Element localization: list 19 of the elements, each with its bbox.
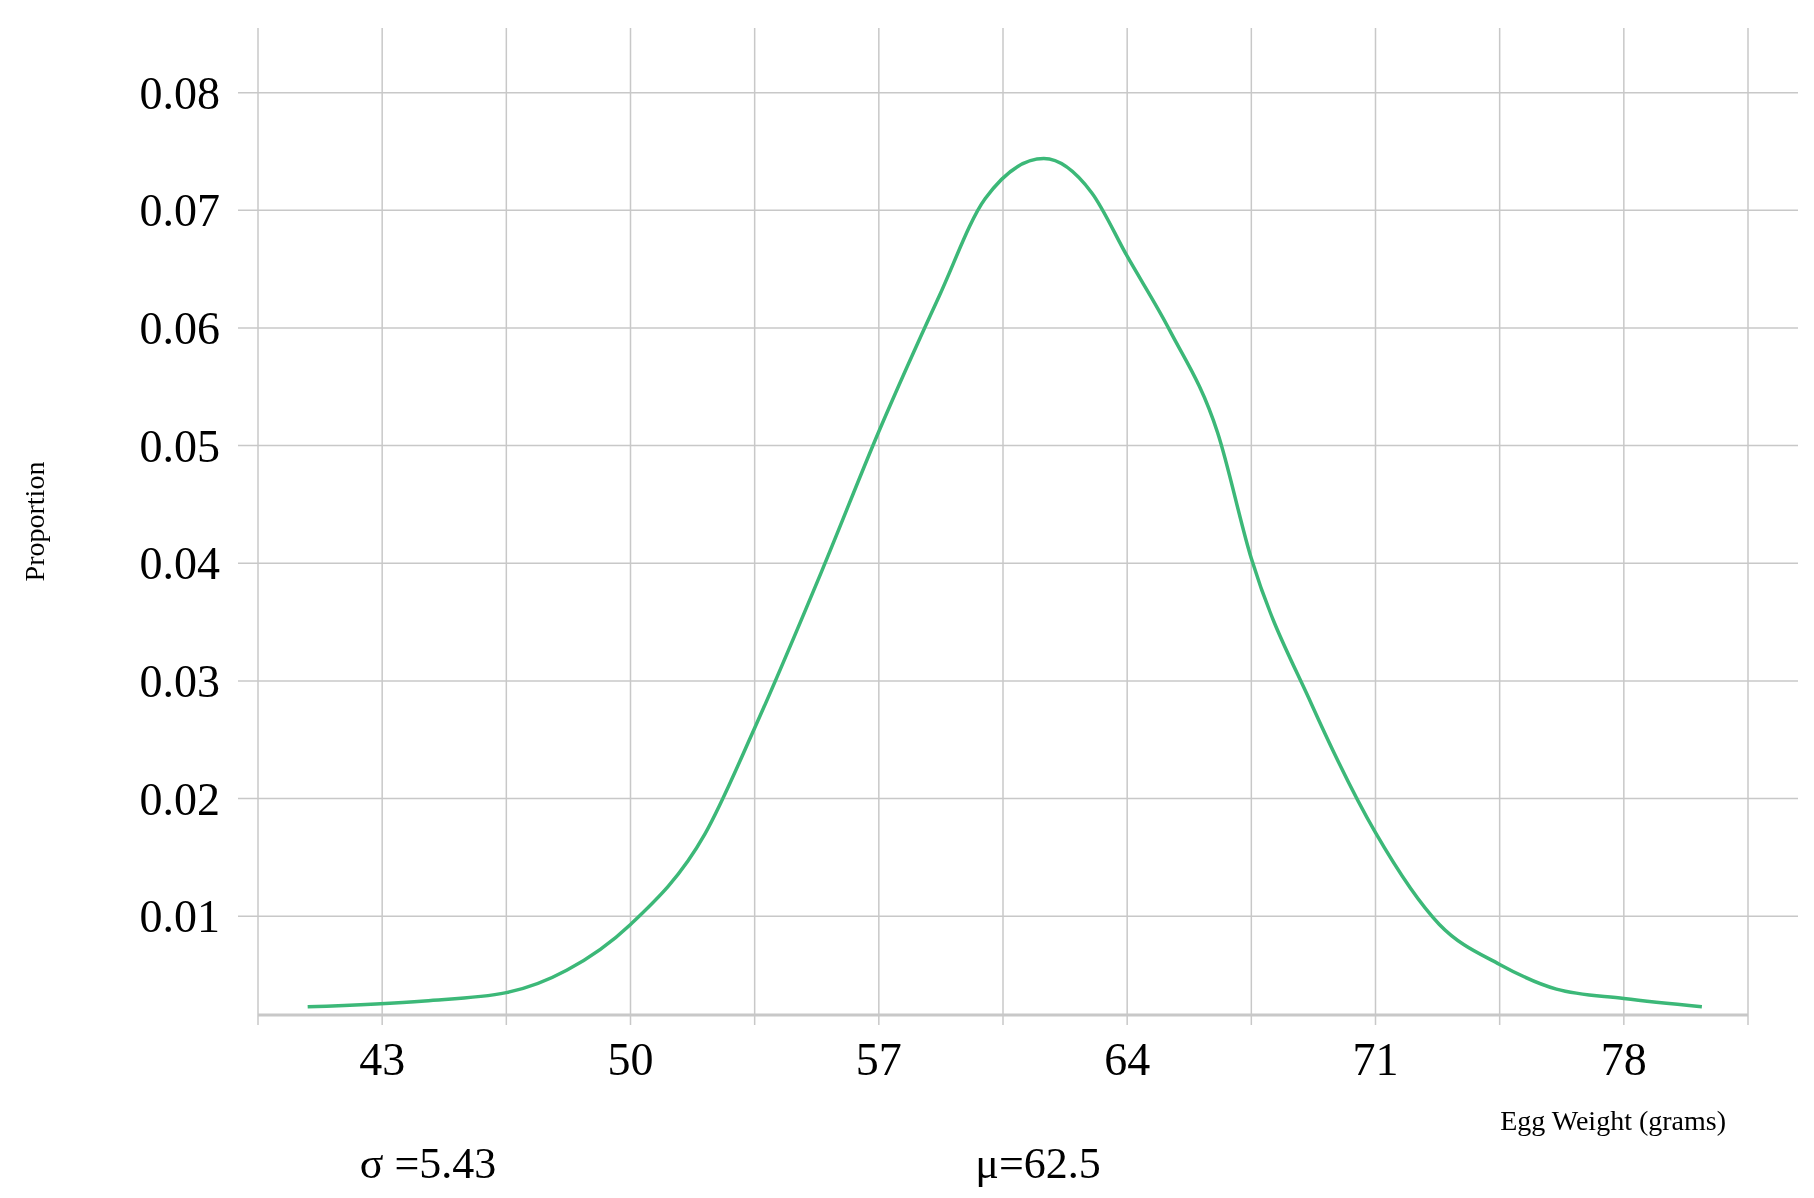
y-tick-label: 0.07 — [139, 185, 220, 237]
x-tick-label: 57 — [855, 1034, 902, 1085]
line-series — [305, 156, 1704, 1009]
y-tick-label: 0.01 — [139, 891, 220, 943]
x-tick-label: 43 — [359, 1034, 406, 1085]
y-tick-label: 0.05 — [139, 420, 220, 472]
y-tick-label: 0.06 — [139, 303, 220, 355]
x-tick-label: 78 — [1600, 1034, 1647, 1085]
y-tick-label: 0.03 — [139, 656, 220, 707]
x-tick-label: 50 — [607, 1034, 654, 1085]
y-tick-label: 0.08 — [139, 67, 220, 119]
text: σ =5.43 — [359, 1139, 497, 1188]
y-tick-label: 0.02 — [139, 773, 220, 825]
x-tick-label: 64 — [1104, 1034, 1151, 1085]
x-axis-title: Egg Weight (grams) — [1500, 1105, 1726, 1136]
y-tick-label: 0.04 — [139, 538, 220, 590]
x-tick-label: 71 — [1352, 1034, 1399, 1085]
text: μ=62.5 — [975, 1139, 1101, 1188]
y-axis-title: Proportion — [19, 461, 50, 582]
